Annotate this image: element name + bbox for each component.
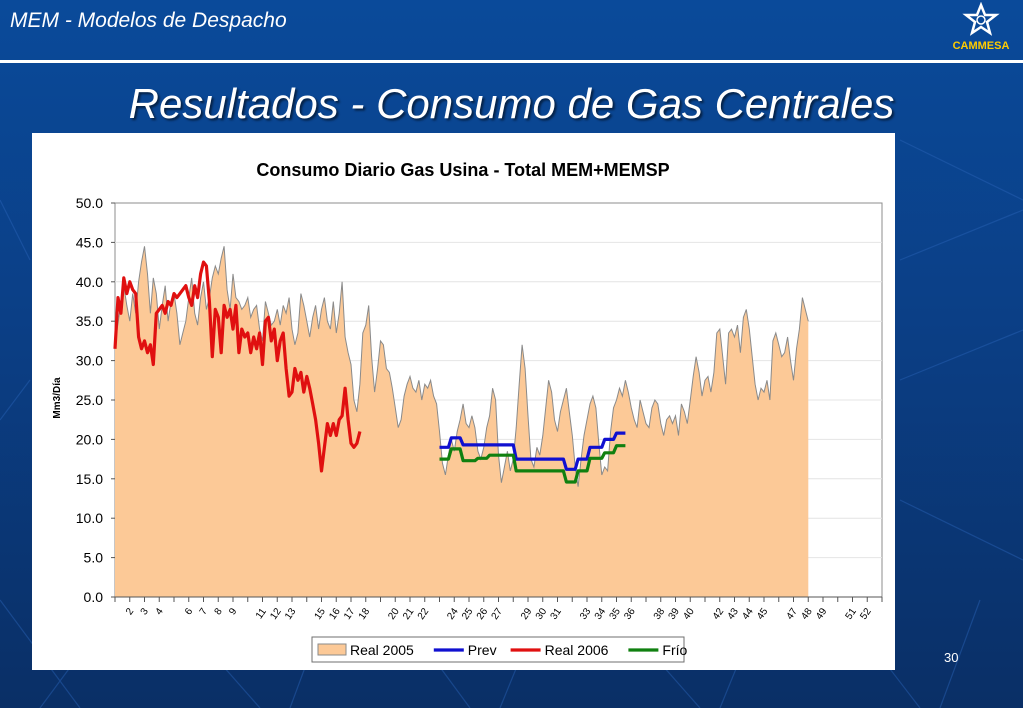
chart-title: Consumo Diario Gas Usina - Total MEM+MEM… <box>256 160 669 180</box>
chart: Consumo Diario Gas Usina - Total MEM+MEM… <box>52 160 883 663</box>
x-tick-label: 52 <box>858 606 874 622</box>
y-tick-label: 35.0 <box>76 313 103 329</box>
x-tick-label: 24 <box>445 606 461 622</box>
y-tick-label: 20.0 <box>76 431 103 447</box>
x-tick-label: 35 <box>608 606 624 622</box>
header-divider <box>0 60 1023 63</box>
x-tick-label: 16 <box>327 606 343 622</box>
x-tick-label: 22 <box>416 606 432 622</box>
series-line-prev <box>439 431 626 471</box>
x-tick-label: 6 <box>183 606 195 617</box>
x-tick-label: 47 <box>785 606 801 622</box>
x-tick-label: 48 <box>799 606 815 622</box>
x-tick-label: 44 <box>740 606 756 622</box>
legend-label: Frío <box>662 642 687 658</box>
x-tick-label: 17 <box>342 606 358 622</box>
x-tick-label: 2 <box>124 606 136 617</box>
y-tick-label: 50.0 <box>76 195 103 211</box>
x-tick-label: 43 <box>726 606 742 622</box>
x-tick-label: 31 <box>549 606 565 622</box>
legend-swatch <box>317 643 347 656</box>
x-tick-label: 38 <box>652 606 668 622</box>
y-tick-label: 10.0 <box>76 510 103 526</box>
y-tick-label: 25.0 <box>76 392 103 408</box>
x-tick-label: 11 <box>254 606 269 621</box>
x-tick-label: 15 <box>313 606 329 622</box>
x-tick-label: 40 <box>681 606 697 622</box>
x-tick-label: 51 <box>844 606 860 622</box>
series-line-real-2006 <box>113 260 362 473</box>
y-tick-label: 0.0 <box>84 589 104 605</box>
series-line-fr-o <box>439 444 626 484</box>
x-tick-label: 39 <box>667 606 683 622</box>
chart-panel: Consumo Diario Gas Usina - Total MEM+MEM… <box>32 133 895 670</box>
legend: Real 2005 Prev Real 2006 Frío <box>311 636 688 663</box>
x-tick-label: 26 <box>475 606 491 622</box>
slide-title: Resultados - Consumo de Gas Centrales <box>128 80 895 127</box>
page-number: 30 <box>944 650 959 665</box>
x-tick-label: 21 <box>401 606 417 622</box>
x-tick-label: 34 <box>593 606 609 622</box>
legend-box <box>311 636 685 663</box>
x-tick-label: 8 <box>213 606 225 617</box>
y-tick-label: 15.0 <box>76 471 103 487</box>
x-tick-label: 29 <box>519 606 535 622</box>
y-tick-label: 45.0 <box>76 234 103 250</box>
series-area-edge <box>114 246 809 487</box>
x-tick-label: 33 <box>578 606 594 622</box>
x-tick-label: 42 <box>711 606 727 622</box>
x-tick-label: 30 <box>534 606 550 622</box>
header-title: MEM - Modelos de Despacho <box>10 9 287 32</box>
x-tick-label: 13 <box>283 606 299 622</box>
cammesa-star-logo-icon <box>962 2 1000 36</box>
y-tick-label: 30.0 <box>76 353 103 369</box>
logo-text: CAMMESA <box>952 40 1010 52</box>
x-tick-label: 18 <box>357 606 373 622</box>
x-tick-label: 36 <box>622 606 638 622</box>
x-tick-label: 7 <box>198 606 210 617</box>
x-tick-label: 4 <box>154 606 166 617</box>
legend-label: Real 2005 <box>350 642 414 658</box>
x-tick-label: 49 <box>814 606 830 622</box>
series-area-real-2005 <box>115 246 809 598</box>
x-tick-label: 12 <box>268 606 284 622</box>
y-tick-label: 40.0 <box>76 274 103 290</box>
x-tick-label: 3 <box>139 606 151 617</box>
x-tick-label: 9 <box>227 606 239 617</box>
x-tick-label: 25 <box>460 606 476 622</box>
y-axis-label: Mm3/Día <box>52 377 63 419</box>
x-tick-label: 45 <box>755 606 771 622</box>
legend-label: Real 2006 <box>545 642 609 658</box>
legend-label: Prev <box>468 642 497 658</box>
x-tick-label: 20 <box>386 606 402 622</box>
y-tick-label: 5.0 <box>84 550 104 566</box>
x-tick-label: 27 <box>490 606 506 622</box>
